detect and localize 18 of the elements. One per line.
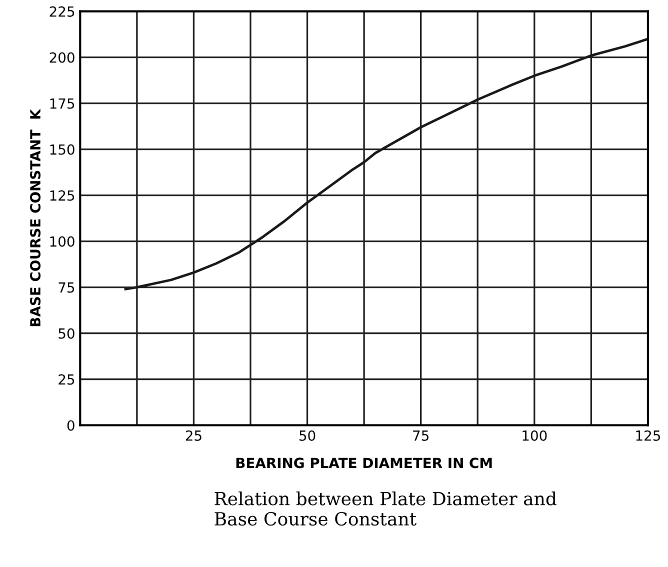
y-tick-label: 25 — [58, 374, 74, 385]
y-axis-title: BASE COURSE CONSTANT K — [30, 108, 41, 326]
x-tick-label: 25 — [186, 430, 202, 441]
x-tick-label: 75 — [413, 430, 428, 441]
x-tick-label: 100 — [522, 430, 547, 441]
text: Relation between Plate Diameter and Base Course Constant — [214, 491, 556, 526]
y-tick-label: 75 — [58, 282, 74, 293]
x-axis-title: BEARING PLATE DIAMETER IN CM — [236, 458, 492, 468]
y-tick-label: 175 — [50, 98, 74, 109]
y-tick-label: 0 — [67, 420, 74, 431]
x-tick-label: 125 — [636, 430, 660, 441]
x-tick-label: 50 — [300, 430, 316, 441]
y-tick-label: 100 — [50, 236, 74, 247]
y-tick-label: 50 — [58, 328, 74, 339]
y-tick-label: 150 — [50, 144, 74, 155]
y-tick-label: 225 — [50, 6, 74, 17]
y-tick-label: 200 — [50, 52, 74, 63]
y-tick-label: 125 — [50, 190, 74, 201]
